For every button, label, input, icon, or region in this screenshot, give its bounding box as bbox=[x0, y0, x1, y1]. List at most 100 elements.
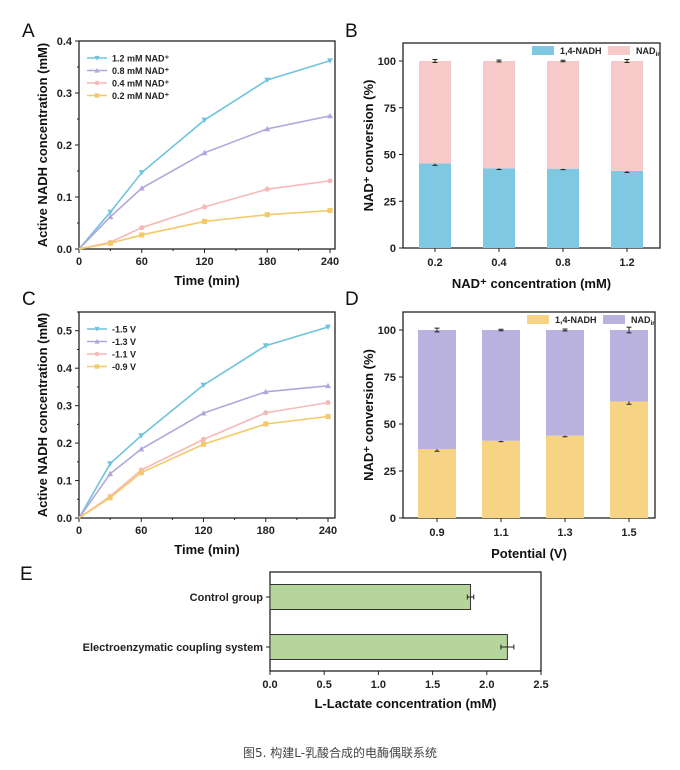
plot-frame bbox=[78, 311, 336, 519]
y-tick-label: 0.0 bbox=[57, 513, 72, 525]
x-tick-label: 1.5 bbox=[425, 679, 440, 691]
series-line bbox=[78, 115, 331, 250]
x-tick-label: 0.5 bbox=[317, 679, 332, 691]
circle-marker bbox=[94, 351, 100, 357]
x-tick-label: 240 bbox=[319, 525, 337, 537]
series-line bbox=[78, 401, 329, 519]
legend-label-subscript: ir bbox=[656, 51, 661, 58]
triangle-down-marker bbox=[201, 117, 208, 124]
legend-label: 0.8 mM NAD⁺ bbox=[112, 66, 170, 76]
bar-segment bbox=[547, 168, 579, 248]
circle-marker bbox=[200, 436, 207, 442]
triangle-down-marker bbox=[94, 326, 100, 332]
bar-segment bbox=[419, 163, 451, 248]
y-tick-label: 0 bbox=[390, 243, 396, 255]
triangle-up-marker bbox=[262, 388, 269, 395]
square-marker bbox=[107, 240, 113, 246]
triangle-up-marker bbox=[200, 410, 207, 416]
circle-marker bbox=[94, 80, 100, 86]
bar-segment bbox=[483, 168, 515, 248]
legend-label: 1,4-NADH bbox=[560, 46, 602, 56]
legend-swatch bbox=[608, 46, 630, 55]
x-tick-label: 2.0 bbox=[479, 679, 494, 691]
bar-segment bbox=[547, 61, 579, 169]
y-tick-label: 25 bbox=[384, 466, 396, 478]
circle-marker bbox=[139, 225, 145, 231]
triangle-down-marker bbox=[107, 461, 114, 467]
triangle-up-marker bbox=[264, 125, 271, 132]
x-tick-label: 0.0 bbox=[262, 679, 277, 691]
bar-segment bbox=[610, 330, 648, 402]
y-tick-label: Control group bbox=[190, 592, 264, 604]
x-axis-title: Time (min) bbox=[174, 542, 240, 557]
triangle-down-marker bbox=[107, 209, 114, 216]
square-marker bbox=[107, 495, 113, 501]
panel-label: D bbox=[345, 289, 359, 310]
square-marker bbox=[263, 421, 269, 427]
y-tick-label: 50 bbox=[384, 419, 396, 431]
square-marker bbox=[94, 364, 100, 369]
x-tick-label: 60 bbox=[135, 525, 147, 537]
bar-segment bbox=[418, 449, 456, 518]
triangle-down-marker bbox=[325, 324, 331, 330]
x-tick-label: 180 bbox=[257, 525, 275, 537]
square-marker bbox=[264, 212, 270, 218]
bar-segment bbox=[611, 61, 643, 171]
x-tick-label: 0.9 bbox=[429, 527, 444, 539]
bar-segment bbox=[546, 435, 584, 518]
triangle-up-marker bbox=[138, 185, 145, 191]
legend-label: -1.3 V bbox=[112, 337, 136, 347]
y-tick-label: 0.3 bbox=[57, 401, 72, 413]
series-line bbox=[78, 209, 331, 250]
bar bbox=[269, 634, 508, 660]
bar-segment bbox=[611, 170, 643, 248]
y-tick-label: 0 bbox=[390, 513, 396, 525]
triangle-up-marker bbox=[107, 213, 114, 220]
legend-swatch bbox=[532, 46, 554, 55]
x-axis-title: NAD⁺ concentration (mM) bbox=[452, 276, 611, 291]
x-tick-label: 0.8 bbox=[555, 257, 570, 269]
triangle-up-marker bbox=[94, 338, 100, 344]
x-tick-label: 60 bbox=[136, 256, 148, 268]
y-tick-label: 25 bbox=[384, 196, 396, 208]
x-tick-label: 1.2 bbox=[619, 257, 634, 269]
bar-segment bbox=[483, 61, 515, 169]
y-tick-label: 0.3 bbox=[57, 88, 72, 100]
triangle-down-marker bbox=[138, 170, 145, 176]
legend-label: NADir bbox=[631, 315, 655, 327]
bar-segment bbox=[418, 330, 456, 450]
bar-segment bbox=[482, 440, 520, 518]
bar-segment bbox=[546, 330, 584, 436]
figure-caption: 图5. 构建L-乳酸合成的电酶偶联系统 bbox=[243, 745, 437, 760]
y-tick-label: 100 bbox=[378, 325, 396, 337]
y-axis-title: NAD⁺ conversion (%) bbox=[361, 349, 376, 481]
triangle-down-marker bbox=[200, 382, 207, 389]
triangle-up-marker bbox=[327, 112, 333, 119]
plot-frame bbox=[402, 42, 661, 249]
square-marker bbox=[94, 93, 100, 98]
series-line bbox=[78, 59, 331, 250]
triangle-up-marker bbox=[94, 67, 100, 73]
x-tick-label: 1.5 bbox=[621, 527, 636, 539]
y-axis-title: Active NADH concentration (mM) bbox=[35, 313, 50, 517]
circle-marker bbox=[264, 186, 270, 192]
y-tick-label: 75 bbox=[384, 103, 396, 115]
x-axis-title: Time (min) bbox=[174, 273, 240, 288]
triangle-down-marker bbox=[327, 58, 333, 64]
y-tick-label: 0.2 bbox=[57, 140, 72, 152]
legend-label-main: NAD bbox=[636, 46, 656, 56]
x-tick-label: 1.3 bbox=[557, 527, 572, 539]
x-tick-label: 1.1 bbox=[493, 527, 508, 539]
legend-label: -0.9 V bbox=[112, 362, 136, 372]
x-tick-label: 0 bbox=[76, 256, 82, 268]
series-line bbox=[78, 415, 329, 519]
x-tick-label: 180 bbox=[258, 256, 276, 268]
triangle-down-marker bbox=[262, 343, 269, 349]
y-tick-label: 0.2 bbox=[57, 438, 72, 450]
panel-d: D 0 25 50 75 100 0.9 1.1 1.3 1.5 Potential (V) NAD⁺… bbox=[345, 289, 656, 561]
y-axis-title: Active NADH concentration (mM) bbox=[35, 43, 50, 247]
legend-label: 1.2 mM NAD⁺ bbox=[112, 54, 170, 64]
triangle-down-marker bbox=[264, 77, 271, 83]
y-tick-label: 0.1 bbox=[57, 476, 72, 488]
y-tick-label: 50 bbox=[384, 150, 396, 162]
